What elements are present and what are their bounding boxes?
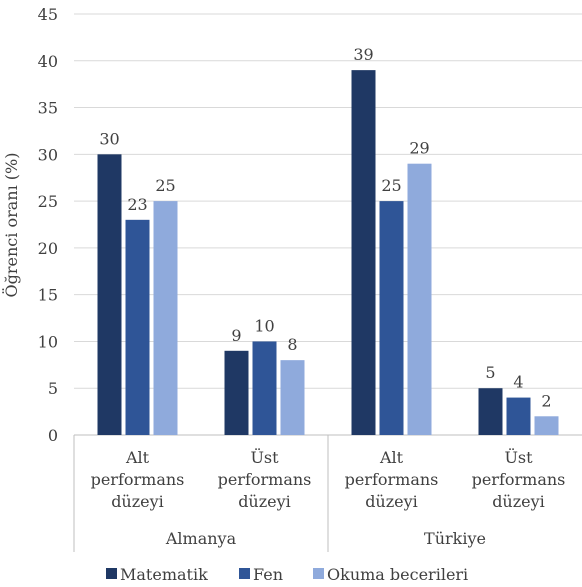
- bar: [280, 360, 305, 435]
- x-category-label: düzeyi: [492, 492, 545, 511]
- y-tick-label: 35: [38, 99, 58, 118]
- bar: [252, 341, 277, 435]
- bar-data-label: 5: [485, 363, 495, 382]
- bar: [379, 201, 404, 435]
- bar-data-label: 8: [287, 335, 297, 354]
- y-tick-label: 40: [38, 52, 58, 71]
- x-category-label: Üst: [250, 447, 279, 467]
- bar-data-label: 9: [231, 326, 241, 345]
- legend: Matematik Fen Okuma becerileri: [106, 565, 468, 584]
- bar: [478, 388, 503, 435]
- bars: [97, 70, 559, 436]
- x-category-label: Üst: [504, 447, 533, 467]
- bar: [153, 201, 178, 435]
- bar-data-label: 10: [254, 316, 274, 335]
- bar: [224, 350, 249, 435]
- x-group-label: Türkiye: [424, 529, 486, 548]
- bar-data-label: 25: [381, 176, 401, 195]
- x-category-label: düzeyi: [238, 492, 291, 511]
- bar-data-label: 29: [409, 139, 429, 158]
- x-category-label: Alt: [379, 448, 404, 467]
- bar: [125, 219, 150, 435]
- y-tick-label: 30: [38, 145, 58, 164]
- x-category-label: performans: [345, 470, 439, 489]
- bar-data-label: 23: [127, 195, 147, 214]
- y-tick-label: 5: [48, 379, 58, 398]
- bar: [506, 397, 531, 435]
- legend-label: Fen: [253, 565, 283, 584]
- y-tick-label: 0: [48, 426, 58, 445]
- x-axis: AltperformansdüzeyiÜstperformansdüzeyiAl…: [73, 435, 566, 552]
- y-tick-label: 45: [38, 5, 58, 24]
- y-tick-label: 10: [38, 332, 58, 351]
- legend-swatch: [239, 568, 250, 579]
- x-category-label: Alt: [125, 448, 150, 467]
- bar-data-label: 39: [353, 45, 373, 64]
- x-category-label: düzeyi: [111, 492, 164, 511]
- bar: [407, 163, 432, 435]
- gridlines: [74, 13, 582, 436]
- x-category-label: performans: [218, 470, 312, 489]
- legend-label: Okuma becerileri: [327, 565, 468, 584]
- bar: [534, 416, 559, 435]
- y-tick-label: 20: [38, 239, 58, 258]
- bar: [351, 70, 376, 435]
- y-axis-label: Öğrenci oranı (%): [1, 153, 21, 298]
- y-tick-label: 25: [38, 192, 58, 211]
- bar-data-labels: 30 23 25 9 10 8 39 25 29 5 42: [99, 45, 551, 410]
- bar-data-label: 30: [99, 129, 119, 148]
- bar: [97, 154, 122, 436]
- bar-data-label: 4: [513, 373, 523, 392]
- legend-swatch: [313, 568, 324, 579]
- x-category-label: performans: [472, 470, 566, 489]
- legend-swatch: [106, 568, 117, 579]
- x-group-label: Almanya: [165, 529, 237, 548]
- x-category-label: düzeyi: [365, 492, 418, 511]
- legend-label: Matematik: [120, 565, 208, 584]
- bar-data-label: 25: [155, 176, 175, 195]
- x-category-label: performans: [91, 470, 185, 489]
- bar-data-label: 2: [541, 391, 551, 410]
- y-axis-ticks: 0 5 10 15 20 25 30 35 40 45: [38, 5, 58, 445]
- y-tick-label: 15: [38, 286, 58, 305]
